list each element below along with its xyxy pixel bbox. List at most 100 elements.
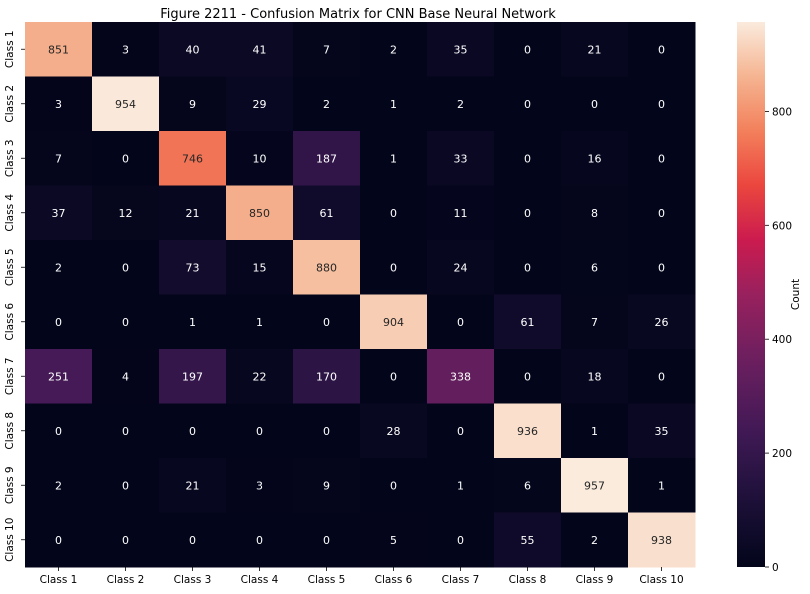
heatmap-cell xyxy=(293,294,361,350)
heatmap-cell xyxy=(159,22,227,77)
heatmap-cell xyxy=(25,458,93,513)
cell-value-label: 3 xyxy=(55,98,62,111)
cell-value-label: 0 xyxy=(524,152,531,165)
cell-value-label: 957 xyxy=(584,479,605,492)
heatmap-cell xyxy=(360,349,428,404)
cell-value-label: 0 xyxy=(524,261,531,274)
cell-value-label: 18 xyxy=(588,370,602,383)
cell-value-label: 850 xyxy=(249,207,270,220)
cell-value-label: 5 xyxy=(390,534,397,547)
cell-value-label: 15 xyxy=(253,261,267,274)
colorbar-tick-label: 200 xyxy=(772,448,792,460)
heatmap-cell xyxy=(226,349,294,404)
cell-value-label: 73 xyxy=(186,261,200,274)
heatmap-cell xyxy=(561,76,629,132)
cell-value-label: 0 xyxy=(189,425,196,438)
cell-value-label: 0 xyxy=(122,261,129,274)
cell-value-label: 35 xyxy=(454,43,468,56)
cell-value-label: 0 xyxy=(122,425,129,438)
heatmap-cell xyxy=(561,131,629,186)
y-tick-label: Class 1 xyxy=(4,30,16,68)
heatmap-cell xyxy=(159,512,227,568)
cell-value-label: 55 xyxy=(521,534,535,547)
cell-value-label: 40 xyxy=(186,43,200,56)
cell-value-label: 0 xyxy=(55,425,62,438)
y-tick-label: Class 8 xyxy=(4,412,16,450)
cell-value-label: 21 xyxy=(588,43,602,56)
cell-value-label: 0 xyxy=(122,534,129,547)
cell-value-label: 37 xyxy=(52,207,66,220)
cell-value-label: 7 xyxy=(55,152,62,165)
heatmap-cell xyxy=(25,22,93,77)
x-tick-label: Class 2 xyxy=(107,574,145,586)
heatmap-cell xyxy=(628,512,696,568)
x-tick-label: Class 4 xyxy=(241,574,279,586)
heatmap-cell xyxy=(494,22,562,77)
cell-value-label: 0 xyxy=(122,479,129,492)
heatmap-cell xyxy=(628,131,696,186)
cell-value-label: 9 xyxy=(189,98,196,111)
heatmap-cell xyxy=(360,76,428,132)
cell-value-label: 9 xyxy=(323,479,330,492)
heatmap-cell xyxy=(25,185,93,241)
colorbar-tick-label: 800 xyxy=(772,106,792,118)
heatmap-cell xyxy=(25,403,93,459)
y-tick-label: Class 6 xyxy=(4,303,16,341)
heatmap-cell xyxy=(226,76,294,132)
heatmap-cell xyxy=(159,349,227,404)
cell-value-label: 6 xyxy=(591,261,598,274)
heatmap-cell xyxy=(159,240,227,295)
heatmap-cell xyxy=(494,185,562,241)
cell-value-label: 1 xyxy=(256,316,263,329)
heatmap-cell xyxy=(628,458,696,513)
heatmap-cell xyxy=(226,403,294,459)
cell-value-label: 0 xyxy=(256,534,263,547)
heatmap-cell xyxy=(293,185,361,241)
heatmap-cell xyxy=(427,185,495,241)
colorbar-tick-label: 0 xyxy=(772,562,779,574)
cell-value-label: 2 xyxy=(390,43,397,56)
cell-value-label: 0 xyxy=(658,261,665,274)
heatmap-cell xyxy=(226,131,294,186)
cell-value-label: 12 xyxy=(119,207,133,220)
heatmap-cell xyxy=(628,294,696,350)
cell-value-label: 0 xyxy=(256,425,263,438)
heatmap-cell xyxy=(226,512,294,568)
heatmap-cells xyxy=(25,22,696,568)
cell-value-label: 7 xyxy=(591,316,598,329)
heatmap-cell xyxy=(628,76,696,132)
chart-title: Figure 2211 - Confusion Matrix for CNN B… xyxy=(160,7,556,22)
cell-value-label: 251 xyxy=(48,370,69,383)
cell-value-label: 24 xyxy=(454,261,468,274)
heatmap-cell xyxy=(360,185,428,241)
heatmap-cell xyxy=(360,294,428,350)
cell-value-label: 61 xyxy=(521,316,535,329)
heatmap-cell xyxy=(92,240,160,295)
cell-value-label: 1 xyxy=(390,152,397,165)
heatmap-cell xyxy=(25,240,93,295)
heatmap-cell xyxy=(427,458,495,513)
cell-value-label: 0 xyxy=(457,316,464,329)
x-tick-label: Class 6 xyxy=(375,574,413,586)
y-tick-label: Class 4 xyxy=(4,194,16,232)
cell-value-label: 197 xyxy=(182,370,203,383)
cell-value-label: 11 xyxy=(454,207,468,220)
heatmap-cell xyxy=(427,240,495,295)
x-tick-label: Class 3 xyxy=(174,574,212,586)
heatmap-cell xyxy=(226,240,294,295)
heatmap-cell xyxy=(628,240,696,295)
cell-value-label: 2 xyxy=(591,534,598,547)
heatmap-cell xyxy=(561,403,629,459)
x-tick-label: Class 8 xyxy=(509,574,547,586)
cell-value-label: 0 xyxy=(658,43,665,56)
heatmap-cell xyxy=(159,76,227,132)
heatmap-cell xyxy=(427,131,495,186)
cell-value-label: 880 xyxy=(316,261,337,274)
y-tick-label: Class 9 xyxy=(4,466,16,504)
heatmap-cell xyxy=(92,76,160,132)
cell-value-label: 0 xyxy=(55,316,62,329)
cell-value-label: 22 xyxy=(253,370,267,383)
heatmap-cell xyxy=(159,403,227,459)
x-axis: Class 1 Class 2 Class 3 Class 4 Class 5 Class… xyxy=(40,567,684,586)
